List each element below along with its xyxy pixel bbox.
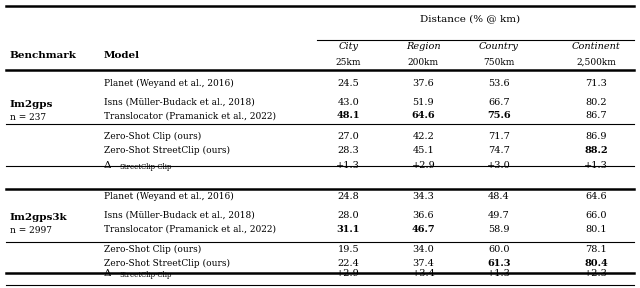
Text: 750km: 750km [483,58,515,67]
Text: +2.3: +2.3 [584,269,608,278]
Text: 64.6: 64.6 [585,192,607,201]
Text: Model: Model [104,51,140,60]
Text: Δ: Δ [104,161,111,170]
Text: 86.9: 86.9 [585,132,607,141]
Text: +3.4: +3.4 [412,269,435,278]
Text: StreetClip·Clip: StreetClip·Clip [119,163,172,171]
Text: 53.6: 53.6 [488,79,509,88]
Text: 58.9: 58.9 [488,225,509,234]
Text: 28.3: 28.3 [337,146,359,155]
Text: 51.9: 51.9 [413,98,435,107]
Text: 64.6: 64.6 [412,111,435,120]
Text: +2.9: +2.9 [412,161,435,170]
Text: 71.3: 71.3 [585,79,607,88]
Text: Planet (Weyand et al., 2016): Planet (Weyand et al., 2016) [104,79,234,88]
Text: 43.0: 43.0 [337,98,359,107]
Text: 28.0: 28.0 [337,211,359,220]
Text: 48.1: 48.1 [337,111,360,120]
Text: Zero-Shot Clip (ours): Zero-Shot Clip (ours) [104,245,201,254]
Text: Distance (% @ km): Distance (% @ km) [420,14,520,23]
Text: 80.4: 80.4 [584,259,608,268]
Text: 46.7: 46.7 [412,225,435,234]
Text: 22.4: 22.4 [337,259,359,268]
Text: +1.3: +1.3 [336,161,360,170]
Text: Translocator (Pramanick et al., 2022): Translocator (Pramanick et al., 2022) [104,225,276,234]
Text: 34.0: 34.0 [413,245,435,254]
Text: Im2gps3k: Im2gps3k [10,213,67,222]
Text: 75.6: 75.6 [487,111,511,120]
Text: n = 237: n = 237 [10,113,45,122]
Text: Isns (Müller-Budack et al., 2018): Isns (Müller-Budack et al., 2018) [104,98,254,107]
Text: StreetClip·Clip: StreetClip·Clip [119,271,172,279]
Text: +1.3: +1.3 [487,269,511,278]
Text: 45.1: 45.1 [413,146,435,155]
Text: 34.3: 34.3 [413,192,435,201]
Text: Zero-Shot Clip (ours): Zero-Shot Clip (ours) [104,132,201,141]
Text: 80.1: 80.1 [585,225,607,234]
Text: n = 2997: n = 2997 [10,226,52,235]
Text: 27.0: 27.0 [337,132,359,141]
Text: 42.2: 42.2 [413,132,435,141]
Text: 31.1: 31.1 [337,225,360,234]
Text: 80.2: 80.2 [585,98,607,107]
Text: Isns (Müller-Budack et al., 2018): Isns (Müller-Budack et al., 2018) [104,211,254,220]
Text: 24.8: 24.8 [337,192,359,201]
Text: 24.5: 24.5 [337,79,359,88]
Text: Zero-Shot StreetClip (ours): Zero-Shot StreetClip (ours) [104,146,230,155]
Text: 2,500km: 2,500km [576,58,616,67]
Text: 48.4: 48.4 [488,192,509,201]
Text: Continent: Continent [572,42,620,51]
Text: 36.6: 36.6 [413,211,435,220]
Text: +3.0: +3.0 [487,161,511,170]
Text: 88.2: 88.2 [584,146,608,155]
Text: Im2gps: Im2gps [10,100,53,109]
Text: +2.9: +2.9 [337,269,360,278]
Text: +1.3: +1.3 [584,161,608,170]
Text: Δ: Δ [104,269,111,278]
Text: Planet (Weyand et al., 2016): Planet (Weyand et al., 2016) [104,192,234,201]
Text: City: City [338,42,358,51]
Text: Zero-Shot StreetClip (ours): Zero-Shot StreetClip (ours) [104,259,230,268]
Text: Benchmark: Benchmark [10,51,76,60]
Text: 86.7: 86.7 [585,111,607,120]
Text: Region: Region [406,42,441,51]
Text: 66.0: 66.0 [585,211,607,220]
Text: 71.7: 71.7 [488,132,509,141]
Text: 78.1: 78.1 [585,245,607,254]
Text: 200km: 200km [408,58,439,67]
Text: Country: Country [479,42,518,51]
Text: 49.7: 49.7 [488,211,509,220]
Text: 37.6: 37.6 [413,79,435,88]
Text: 66.7: 66.7 [488,98,509,107]
Text: 37.4: 37.4 [413,259,435,268]
Text: Translocator (Pramanick et al., 2022): Translocator (Pramanick et al., 2022) [104,111,276,120]
Text: 25km: 25km [335,58,361,67]
Text: 74.7: 74.7 [488,146,509,155]
Text: 61.3: 61.3 [487,259,511,268]
Text: 19.5: 19.5 [337,245,359,254]
Text: 60.0: 60.0 [488,245,509,254]
